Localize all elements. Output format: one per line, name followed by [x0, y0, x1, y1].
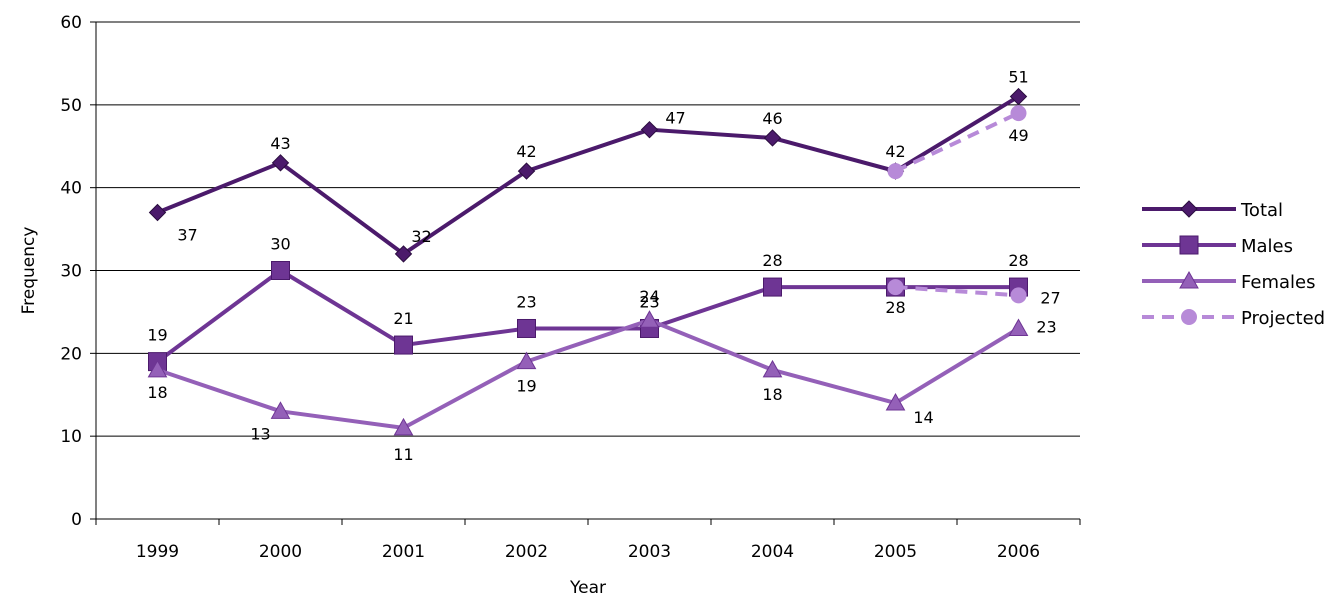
- point-total: [640, 120, 659, 139]
- data-label-females: 23: [1036, 317, 1056, 336]
- data-label-males: 23: [516, 292, 536, 311]
- gridlines: [96, 21, 1080, 437]
- point-females: [762, 359, 783, 378]
- data-label-females: 18: [762, 385, 782, 404]
- x-tick-label: 2001: [382, 542, 425, 562]
- point-females: [885, 393, 906, 411]
- data-label-males: 19: [147, 326, 167, 345]
- legend-label-females: Females: [1241, 272, 1315, 293]
- point-males: [763, 277, 782, 297]
- data-label-males: 30: [270, 235, 290, 254]
- point-females: [270, 401, 291, 419]
- legend-label-males: Males: [1241, 236, 1293, 257]
- legend-marker-males: [1179, 235, 1199, 255]
- data-label-females: 24: [639, 287, 659, 306]
- point-females: [639, 310, 660, 328]
- point-projected: [887, 163, 904, 180]
- series-line-females: [156, 318, 1020, 430]
- point-projected: [1010, 105, 1027, 122]
- legend-marker-females: [1179, 270, 1199, 289]
- series-line-projected: [895, 285, 1019, 298]
- data-label-males: 21: [393, 309, 413, 328]
- y-tick-label: 20: [60, 344, 82, 364]
- legend-label-projected: Projected: [1241, 308, 1325, 329]
- point-males: [271, 261, 290, 280]
- point-total: [1009, 87, 1028, 106]
- data-label-females: 13: [250, 424, 270, 443]
- x-tick-label: 2004: [751, 542, 794, 562]
- y-tick-label: 50: [60, 96, 82, 116]
- data-label-total: 32: [411, 227, 431, 246]
- data-label-females: 14: [913, 408, 933, 427]
- y-tick-label: 60: [60, 13, 82, 33]
- point-females: [393, 417, 414, 436]
- x-tick-label: 2000: [259, 542, 302, 562]
- x-axis-title: Year: [569, 578, 606, 598]
- data-label-males: 28: [1008, 251, 1028, 270]
- point-total: [148, 203, 167, 222]
- point-females: [147, 359, 168, 378]
- x-tick-label: 1999: [136, 542, 179, 562]
- data-label-total: 46: [762, 109, 782, 128]
- data-label-total: 51: [1008, 68, 1028, 87]
- data-label-total: 47: [665, 109, 685, 128]
- data-label-females: 11: [393, 445, 413, 464]
- legend-label-total: Total: [1240, 200, 1283, 221]
- data-label-males: 23: [639, 292, 659, 311]
- y-tick-label: 40: [60, 179, 82, 199]
- data-label-females: 18: [147, 383, 167, 402]
- x-tick-label: 2006: [997, 542, 1040, 562]
- point-total: [517, 162, 536, 180]
- legend-marker-projected: [1181, 309, 1197, 325]
- series-line-total: [156, 94, 1020, 256]
- point-females: [1008, 318, 1029, 336]
- data-label-total: 42: [885, 142, 905, 161]
- x-tick-label: 2002: [505, 542, 548, 562]
- x-tick-label: 2005: [874, 542, 917, 562]
- point-projected: [1010, 287, 1027, 304]
- x-tick-label: 2003: [628, 542, 671, 562]
- point-males: [394, 335, 413, 355]
- data-label-females: 19: [516, 377, 536, 396]
- y-axis-title: Frequency: [19, 227, 39, 315]
- point-males: [517, 318, 536, 338]
- point-projected: [887, 279, 904, 296]
- series-layer: [147, 87, 1029, 436]
- data-label-total: 37: [177, 226, 197, 245]
- point-females: [516, 351, 537, 370]
- y-tick-label: 10: [60, 427, 82, 447]
- point-total: [763, 129, 782, 147]
- data-label-projected: 27: [1040, 288, 1060, 307]
- series-line-males: [156, 268, 1019, 364]
- data-label-total: 43: [270, 134, 290, 153]
- legend: Total Males Females Projected: [1142, 200, 1325, 329]
- data-label-males: 28: [762, 251, 782, 270]
- point-total: [394, 245, 413, 263]
- y-tick-label: 30: [60, 262, 82, 282]
- axes: 0 10 20 30 40 50 60 1999 2000 2001 2002 2003 2004 200…: [60, 13, 1081, 562]
- legend-marker-total: [1180, 200, 1198, 218]
- data-label-total: 42: [516, 142, 536, 161]
- series-line-projected: [894, 111, 1020, 173]
- y-tick-label: 0: [71, 510, 82, 530]
- data-label-projected: 49: [1008, 126, 1028, 145]
- point-total: [271, 154, 290, 172]
- data-label-males: 28: [885, 298, 905, 317]
- data-labels: 37 43 32 42 47 46 42 51 19 30 21 23 23 28 28 28 18 13 11 19…: [147, 68, 1060, 464]
